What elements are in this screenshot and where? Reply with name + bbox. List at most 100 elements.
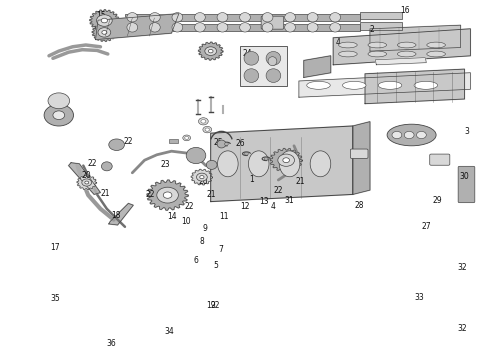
FancyBboxPatch shape: [261, 16, 284, 29]
Text: 22: 22: [185, 202, 195, 211]
Circle shape: [97, 15, 112, 26]
Polygon shape: [96, 14, 179, 40]
Text: 22: 22: [87, 158, 97, 168]
Text: 26: 26: [235, 139, 245, 148]
Text: 24: 24: [243, 49, 252, 58]
Text: 9: 9: [202, 225, 207, 234]
Ellipse shape: [268, 57, 277, 66]
Text: 16: 16: [400, 5, 410, 14]
Ellipse shape: [343, 81, 366, 89]
Polygon shape: [92, 23, 117, 41]
Circle shape: [278, 154, 294, 166]
Polygon shape: [375, 58, 426, 65]
FancyBboxPatch shape: [350, 149, 368, 158]
Bar: [360, 22, 402, 30]
Bar: [125, 14, 360, 21]
Ellipse shape: [368, 42, 387, 48]
Circle shape: [82, 179, 92, 186]
Ellipse shape: [307, 23, 318, 32]
Ellipse shape: [285, 23, 295, 32]
Text: 2: 2: [369, 24, 374, 33]
Circle shape: [85, 181, 89, 184]
Text: 19: 19: [206, 301, 216, 310]
Text: 8: 8: [199, 237, 204, 246]
Circle shape: [392, 131, 402, 139]
Text: 21: 21: [207, 190, 217, 199]
Text: 35: 35: [50, 294, 60, 303]
Text: 15: 15: [97, 12, 106, 21]
Text: 20: 20: [82, 171, 92, 180]
Circle shape: [205, 47, 217, 55]
Polygon shape: [353, 122, 370, 194]
FancyBboxPatch shape: [458, 166, 475, 203]
Circle shape: [201, 120, 206, 123]
Polygon shape: [109, 203, 133, 225]
Ellipse shape: [127, 23, 138, 32]
Text: 33: 33: [414, 293, 424, 302]
Circle shape: [416, 131, 426, 139]
Ellipse shape: [195, 13, 205, 22]
Text: 12: 12: [240, 202, 250, 211]
Ellipse shape: [427, 51, 445, 57]
Ellipse shape: [266, 51, 281, 65]
Ellipse shape: [101, 162, 112, 171]
Ellipse shape: [186, 148, 206, 163]
Polygon shape: [333, 29, 470, 65]
Text: 28: 28: [355, 201, 365, 210]
Text: 22: 22: [273, 186, 283, 195]
Circle shape: [53, 111, 65, 120]
Text: 22: 22: [211, 301, 220, 310]
Polygon shape: [365, 69, 465, 104]
Ellipse shape: [339, 51, 357, 57]
Ellipse shape: [149, 13, 160, 22]
Ellipse shape: [387, 124, 436, 146]
Ellipse shape: [262, 13, 273, 22]
Text: 32: 32: [458, 324, 467, 333]
Ellipse shape: [397, 42, 416, 48]
Text: 11: 11: [220, 212, 229, 221]
Polygon shape: [147, 180, 188, 210]
Ellipse shape: [240, 13, 250, 22]
Text: 3: 3: [465, 127, 469, 136]
Text: 22: 22: [146, 190, 155, 199]
Ellipse shape: [330, 13, 341, 22]
Circle shape: [163, 192, 172, 198]
Circle shape: [48, 93, 70, 109]
Circle shape: [102, 31, 107, 34]
Bar: [169, 139, 178, 143]
Ellipse shape: [172, 13, 183, 22]
Ellipse shape: [244, 51, 259, 65]
Circle shape: [44, 104, 74, 126]
Ellipse shape: [217, 23, 228, 32]
Text: 5: 5: [213, 261, 218, 270]
Text: 6: 6: [194, 256, 198, 265]
Text: 10: 10: [181, 216, 191, 225]
Ellipse shape: [149, 23, 160, 32]
Text: 21: 21: [100, 189, 110, 198]
Text: 21: 21: [295, 177, 305, 186]
Ellipse shape: [217, 140, 226, 148]
Ellipse shape: [240, 23, 250, 32]
Circle shape: [157, 187, 178, 203]
Text: 34: 34: [165, 327, 174, 336]
Bar: [125, 24, 360, 31]
Ellipse shape: [195, 23, 205, 32]
Bar: [240, 46, 287, 86]
Circle shape: [283, 158, 290, 163]
Polygon shape: [191, 169, 213, 185]
Text: 22: 22: [123, 137, 133, 146]
Circle shape: [183, 135, 191, 141]
Text: 36: 36: [107, 338, 117, 347]
Text: 17: 17: [50, 243, 60, 252]
Ellipse shape: [310, 151, 331, 177]
Ellipse shape: [206, 161, 217, 169]
Text: 14: 14: [168, 212, 177, 221]
Polygon shape: [299, 73, 470, 97]
Text: 1: 1: [249, 175, 254, 184]
Circle shape: [245, 152, 248, 155]
Text: 13: 13: [259, 197, 269, 207]
Circle shape: [198, 118, 208, 125]
Ellipse shape: [172, 23, 183, 32]
Text: 29: 29: [433, 196, 442, 204]
Polygon shape: [69, 163, 100, 194]
